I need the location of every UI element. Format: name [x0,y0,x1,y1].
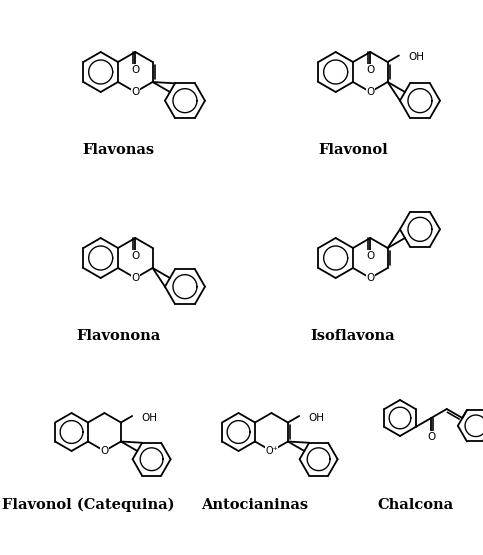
Text: Flavonol (Catequina): Flavonol (Catequina) [2,498,174,512]
Text: Flavonas: Flavonas [82,143,154,157]
Text: O: O [366,87,374,97]
Text: Isoflavona: Isoflavona [311,329,395,343]
Text: O: O [131,87,140,97]
Text: OH: OH [308,413,324,423]
Text: O: O [366,273,374,283]
Text: O: O [427,432,435,442]
Text: O: O [131,251,140,261]
Text: O: O [366,251,374,261]
Text: Chalcona: Chalcona [377,498,453,512]
Text: Flavonol: Flavonol [318,143,388,157]
Text: OH: OH [408,53,424,63]
Text: O: O [366,65,374,75]
Text: Flavonona: Flavonona [76,329,160,343]
Text: OH: OH [141,413,157,423]
Text: O⁺: O⁺ [265,446,278,456]
Text: O: O [131,65,140,75]
Text: Antocianinas: Antocianinas [201,498,309,512]
Text: O: O [131,273,140,283]
Text: O: O [100,446,109,456]
